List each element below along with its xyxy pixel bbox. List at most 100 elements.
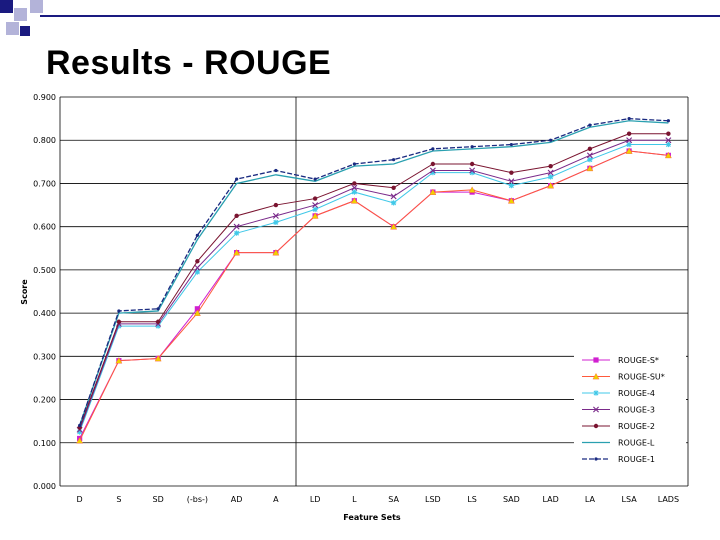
legend-label: ROUGE-L bbox=[618, 439, 655, 448]
series-rouge-2 bbox=[77, 131, 671, 430]
data-point bbox=[392, 158, 396, 162]
x-tick-label: LA bbox=[585, 495, 596, 504]
data-point bbox=[469, 167, 476, 174]
data-point bbox=[233, 249, 241, 256]
y-tick-label: 0.100 bbox=[33, 439, 56, 448]
data-point bbox=[234, 230, 240, 236]
data-point bbox=[587, 157, 593, 163]
x-tick-label: SAD bbox=[503, 495, 520, 504]
data-point bbox=[312, 196, 318, 201]
data-point bbox=[194, 269, 200, 275]
series-line bbox=[79, 120, 669, 426]
title-rule bbox=[40, 15, 720, 17]
data-point bbox=[469, 161, 475, 167]
legend-label: ROUGE-4 bbox=[618, 389, 655, 398]
decor-square-dark-2 bbox=[20, 26, 30, 36]
legend-marker bbox=[593, 406, 599, 413]
decor-square-light-2 bbox=[30, 0, 43, 13]
data-point bbox=[588, 123, 592, 127]
data-point bbox=[548, 163, 553, 169]
data-point bbox=[273, 219, 279, 225]
data-point bbox=[430, 161, 436, 167]
data-point bbox=[470, 145, 474, 149]
legend-entry: ROUGE-L bbox=[582, 439, 655, 448]
grid-layer bbox=[60, 96, 688, 487]
series-rouge-4 bbox=[77, 141, 671, 435]
data-point bbox=[350, 197, 358, 204]
data-point bbox=[429, 188, 437, 195]
series-layer bbox=[76, 117, 672, 444]
data-point bbox=[272, 212, 279, 219]
data-point bbox=[469, 170, 475, 176]
data-point bbox=[665, 137, 672, 144]
legend-marker bbox=[594, 457, 598, 461]
data-point bbox=[626, 141, 632, 148]
data-point bbox=[626, 131, 632, 136]
data-point bbox=[508, 183, 514, 189]
data-point bbox=[509, 170, 514, 175]
decor-square-dark-1 bbox=[0, 0, 13, 13]
data-point bbox=[549, 138, 553, 142]
data-point bbox=[548, 174, 554, 180]
legend-marker bbox=[593, 423, 599, 429]
x-tick-label: SA bbox=[388, 495, 399, 504]
data-point bbox=[627, 117, 631, 121]
y-tick-label: 0.300 bbox=[33, 352, 56, 361]
y-tick-label: 0.900 bbox=[33, 93, 56, 102]
y-tick-label: 0.500 bbox=[33, 266, 56, 275]
legend-box bbox=[574, 344, 686, 466]
data-point bbox=[195, 233, 199, 237]
x-tick-label: D bbox=[77, 495, 83, 504]
data-point bbox=[429, 167, 436, 174]
x-tick-label: LADS bbox=[658, 495, 679, 504]
data-point bbox=[666, 119, 670, 123]
legend-entry: ROUGE-2 bbox=[582, 422, 655, 431]
data-point bbox=[116, 319, 122, 324]
x-tick-label: S bbox=[116, 495, 121, 504]
data-point bbox=[666, 131, 671, 136]
series-line bbox=[79, 150, 669, 441]
data-point bbox=[312, 206, 318, 212]
decor-square-light-1 bbox=[14, 8, 27, 21]
data-point bbox=[272, 249, 280, 256]
data-point bbox=[431, 147, 435, 151]
data-point bbox=[155, 319, 161, 324]
data-point bbox=[117, 309, 121, 313]
x-tick-label: A bbox=[273, 495, 279, 504]
series-rouge-l bbox=[79, 120, 669, 426]
data-point bbox=[391, 200, 397, 206]
data-point bbox=[390, 193, 397, 200]
x-tick-label: LSD bbox=[425, 495, 441, 504]
data-point bbox=[507, 197, 515, 204]
data-point bbox=[390, 223, 398, 230]
data-point bbox=[586, 164, 594, 172]
legend-label: ROUGE-3 bbox=[618, 406, 655, 415]
data-point bbox=[509, 142, 513, 147]
legend-entry: ROUGE-3 bbox=[582, 406, 655, 415]
series-line bbox=[79, 133, 669, 428]
data-point bbox=[665, 141, 671, 148]
data-point bbox=[351, 184, 358, 191]
data-point bbox=[76, 437, 84, 444]
slide-title: Results - ROUGE bbox=[46, 44, 332, 82]
data-point bbox=[235, 177, 239, 181]
data-point bbox=[195, 259, 200, 264]
series-rouge-1 bbox=[78, 117, 670, 428]
x-tick-label: AD bbox=[231, 495, 243, 504]
x-tick-label: L bbox=[352, 495, 357, 504]
y-axis-label: Score bbox=[20, 279, 29, 305]
x-tick-label: LAD bbox=[542, 495, 558, 504]
axis-layer: 0.000 0.100 0.200 0.300 0.400 0.500 0.600 0.700… bbox=[33, 93, 689, 504]
x-tick-label: LD bbox=[310, 495, 321, 504]
data-point bbox=[274, 168, 278, 173]
data-point bbox=[154, 354, 162, 362]
data-point bbox=[313, 177, 317, 181]
x-axis-label: Feature Sets bbox=[343, 513, 401, 522]
data-point bbox=[312, 202, 319, 209]
legend-entry: ROUGE-1 bbox=[582, 455, 655, 464]
legend-entry: ROUGE-SU* bbox=[582, 373, 665, 382]
data-point bbox=[625, 147, 633, 154]
data-point bbox=[193, 309, 201, 316]
x-tick-label: SD bbox=[153, 495, 164, 504]
